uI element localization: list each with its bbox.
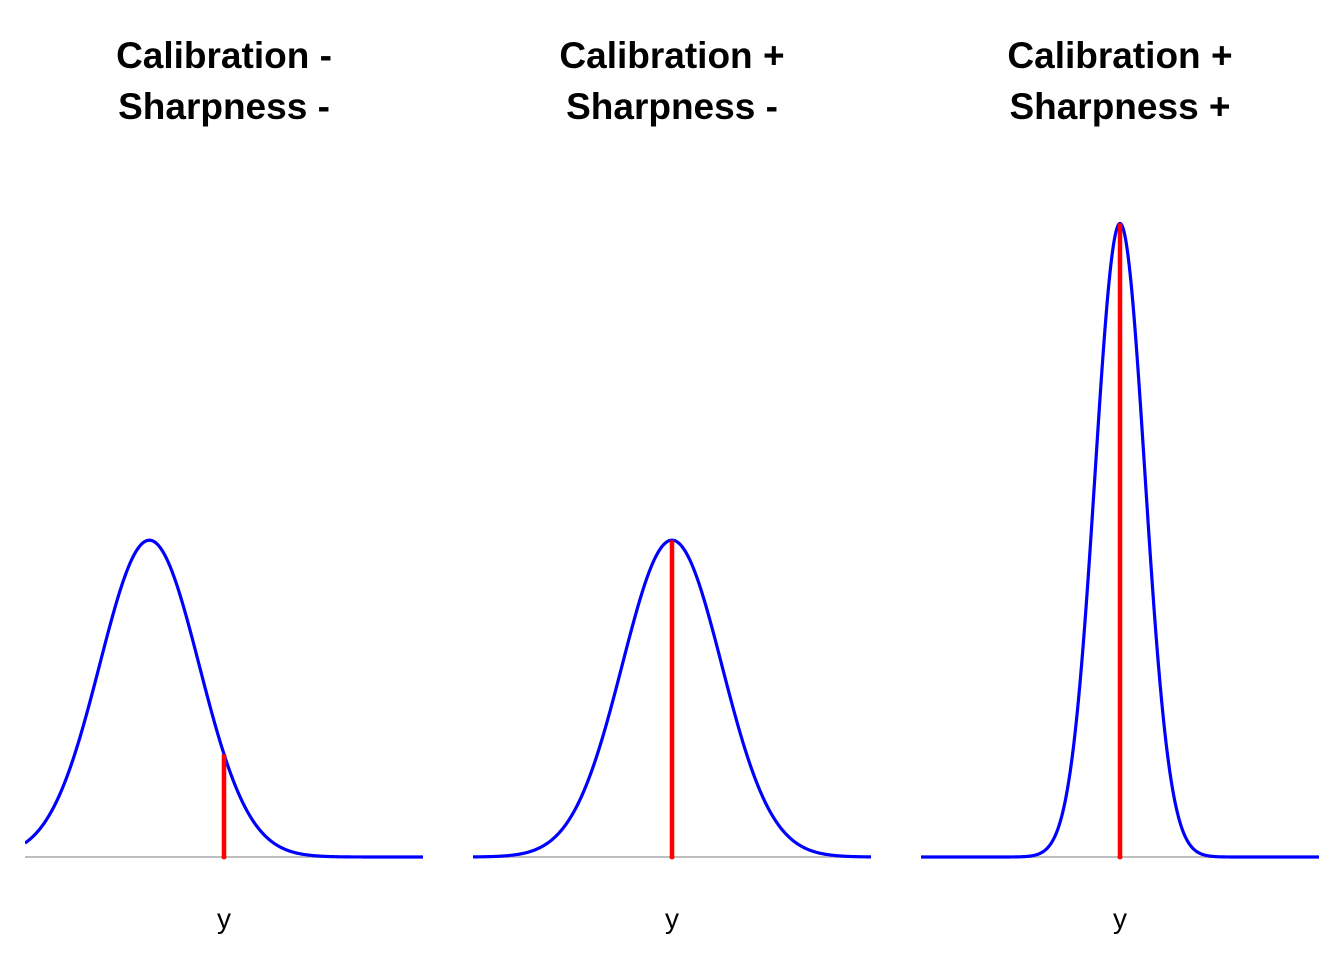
chart-panel-3: Calibration + Sharpness + y: [921, 0, 1319, 960]
title-line-1: Calibration +: [559, 35, 785, 76]
observation-point: [1117, 854, 1123, 860]
title-line-1: Calibration -: [116, 35, 332, 76]
title-line-2: Sharpness -: [566, 86, 778, 127]
observation-point: [221, 854, 227, 860]
chart-panel-2: Calibration + Sharpness - y: [473, 0, 871, 960]
observation-point: [669, 854, 675, 860]
plot-area: [921, 221, 1319, 860]
plot-area: [473, 538, 871, 860]
chart-title: Calibration + Sharpness -: [473, 30, 871, 132]
title-line-2: Sharpness +: [1009, 86, 1231, 127]
density-curve: [473, 538, 871, 859]
chart-title: Calibration - Sharpness -: [25, 30, 423, 132]
plot-area: [25, 538, 423, 860]
x-axis-label: y: [1113, 903, 1127, 934]
chart-panel-1: Calibration - Sharpness - y: [25, 0, 423, 960]
chart-title: Calibration + Sharpness +: [921, 30, 1319, 132]
x-axis-label: y: [665, 903, 679, 934]
title-line-1: Calibration +: [1007, 35, 1233, 76]
title-line-2: Sharpness -: [118, 86, 330, 127]
x-axis-label: y: [217, 903, 231, 934]
